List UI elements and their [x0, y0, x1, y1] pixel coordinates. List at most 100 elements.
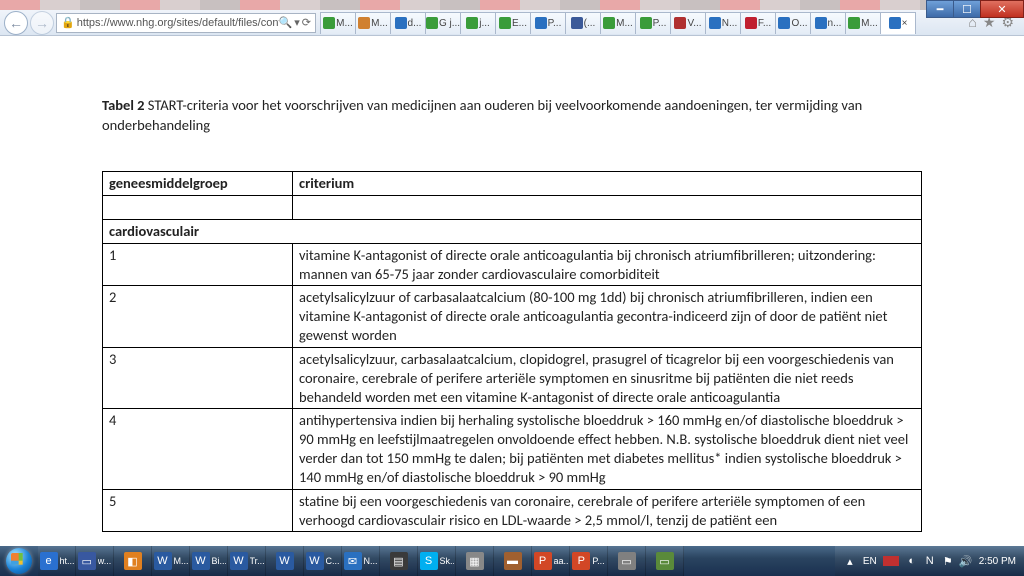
windows-logo-icon	[6, 548, 32, 574]
taskbar-item-label: aa...	[554, 556, 568, 566]
url-text: https://www.nhg.org/sites/default/files/…	[77, 17, 279, 29]
tray-status-icon[interactable]: ◐	[905, 554, 919, 568]
tray-flag-icon[interactable]	[883, 556, 899, 566]
caption-label: Tabel 2	[102, 96, 145, 114]
taskbar-item[interactable]: PP...	[570, 546, 608, 576]
taskbar-item[interactable]: ▦	[456, 546, 494, 576]
tab-favicon	[466, 17, 478, 29]
window-close-button[interactable]: ✕	[980, 0, 1024, 18]
tab-label: P...	[653, 18, 667, 29]
system-tray: ▴ EN ◐ N ⚑ 🔊 2:50 PM	[835, 546, 1024, 576]
tab-label: F...	[758, 18, 771, 29]
tab-label: E...	[512, 18, 527, 29]
taskbar-item[interactable]: WTr...	[228, 546, 266, 576]
taskbar-item-label: N...	[364, 556, 378, 566]
browser-tab[interactable]: M...	[355, 12, 391, 34]
row-criterium: antihypertensiva indien bij herhaling sy…	[293, 409, 922, 489]
taskbar-item-label: Bi...	[212, 556, 226, 566]
forward-button[interactable]: →	[30, 11, 54, 35]
start-button[interactable]	[0, 546, 38, 576]
tray-status-icon[interactable]: ⚑	[941, 554, 955, 568]
dropdown-icon[interactable]: ▾	[294, 16, 300, 29]
row-number: 5	[103, 489, 293, 532]
search-dropdown-icon[interactable]: 🔍	[279, 16, 293, 29]
browser-tab[interactable]: O...	[775, 12, 811, 34]
taskbar-item[interactable]: Paa...	[532, 546, 570, 576]
browser-tab[interactable]: M...	[320, 12, 356, 34]
browser-tab[interactable]: N...	[705, 12, 741, 34]
browser-tab[interactable]: P...	[635, 12, 671, 34]
table-section-row: cardiovasculair	[103, 219, 922, 243]
browser-tab[interactable]: ×	[880, 12, 916, 34]
table-caption: Tabel 2 START-criteria voor het voorschr…	[102, 96, 922, 135]
taskbar-item[interactable]: ✉N...	[342, 546, 380, 576]
tab-favicon	[709, 17, 721, 29]
browser-tab[interactable]: j...	[460, 12, 496, 34]
taskbar-item-label: ht...	[60, 556, 74, 566]
taskbar-app-icon: ◧	[124, 552, 142, 570]
address-bar[interactable]: 🔒 https://www.nhg.org/sites/default/file…	[56, 13, 316, 33]
tray-status-icon[interactable]: 🔊	[959, 554, 973, 568]
browser-tab[interactable]: V...	[670, 12, 706, 34]
tray-language[interactable]: EN	[863, 556, 877, 567]
tab-label: (...	[584, 18, 596, 29]
tab-favicon	[535, 17, 547, 29]
taskbar-item-label: C...	[326, 556, 340, 566]
browser-tab[interactable]: E...	[495, 12, 531, 34]
back-button[interactable]: ←	[4, 11, 28, 35]
taskbar-item-label: M...	[174, 556, 188, 566]
tab-favicon	[426, 17, 438, 29]
taskbar-item[interactable]: WBi...	[190, 546, 228, 576]
row-criterium: acetylsalicylzuur, carbasalaatcalcium, c…	[293, 347, 922, 409]
row-criterium: acetylsalicylzuur of carbasalaatcalcium …	[293, 286, 922, 348]
row-number: 4	[103, 409, 293, 489]
taskbar-app-icon: W	[154, 552, 172, 570]
tab-favicon	[603, 17, 615, 29]
taskbar-item[interactable]: ▭	[608, 546, 646, 576]
taskbar-item[interactable]: eht...	[38, 546, 76, 576]
taskbar-item[interactable]: ▬	[494, 546, 532, 576]
tray-status-icon[interactable]: N	[923, 554, 937, 568]
taskbar-item-label: P...	[592, 556, 604, 566]
browser-tab[interactable]: F...	[740, 12, 776, 34]
tray-clock[interactable]: 2:50 PM	[979, 556, 1016, 567]
tab-label: M...	[336, 18, 353, 29]
browser-tab[interactable]: G j...	[425, 12, 461, 34]
window-minimize-button[interactable]: ━	[926, 0, 954, 18]
taskbar-item[interactable]: W	[266, 546, 304, 576]
taskbar-item[interactable]: ◧	[114, 546, 152, 576]
window-maximize-button[interactable]: ☐	[953, 0, 981, 18]
window-controls: ━ ☐ ✕	[927, 0, 1024, 20]
taskbar-app-icon: ✉	[344, 552, 362, 570]
taskbar-item[interactable]: WC...	[304, 546, 342, 576]
taskbar-item[interactable]: ▭w...	[76, 546, 114, 576]
taskbar-app-icon: ▦	[466, 552, 484, 570]
taskbar-app-icon: ▬	[504, 552, 522, 570]
browser-tab[interactable]: d...	[390, 12, 426, 34]
taskbar-item[interactable]: ▤	[380, 546, 418, 576]
tab-favicon	[815, 17, 827, 29]
browser-tab[interactable]: n...	[810, 12, 846, 34]
tab-label: M...	[616, 18, 633, 29]
browser-tab[interactable]: M...	[845, 12, 881, 34]
browser-tab[interactable]: (...	[565, 12, 601, 34]
tab-favicon	[640, 17, 652, 29]
taskbar-app-icon: P	[572, 552, 590, 570]
table-row: 2acetylsalicylzuur of carbasalaatcalcium…	[103, 286, 922, 348]
taskbar-item[interactable]: WM...	[152, 546, 190, 576]
taskbar-app-icon: ▭	[618, 552, 636, 570]
taskbar-item[interactable]: ▭	[646, 546, 684, 576]
tab-label: N...	[722, 18, 738, 29]
taskbar-item[interactable]: SSk...	[418, 546, 456, 576]
tray-overflow-icon[interactable]: ▴	[843, 554, 857, 568]
header-col1: geneesmiddelgroep	[103, 172, 293, 196]
taskbar-items: eht...▭w...◧WM...WBi...WTr...WWC...✉N...…	[38, 546, 835, 576]
taskbar-item-label: Tr...	[250, 556, 264, 566]
taskbar: eht...▭w...◧WM...WBi...WTr...WWC...✉N...…	[0, 546, 1024, 576]
browser-tab[interactable]: M...	[600, 12, 636, 34]
table-row: 3acetylsalicylzuur, carbasalaatcalcium, …	[103, 347, 922, 409]
browser-tab[interactable]: P...	[530, 12, 566, 34]
tab-label: O...	[791, 18, 807, 29]
refresh-icon[interactable]: ⟳	[302, 16, 311, 29]
tab-favicon	[745, 17, 757, 29]
